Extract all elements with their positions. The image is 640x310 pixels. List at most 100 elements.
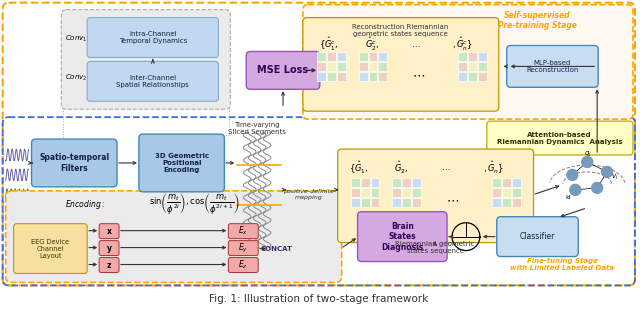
Text: $E_x$: $E_x$ xyxy=(238,225,248,237)
Text: x: x xyxy=(107,227,111,236)
Bar xyxy=(327,52,336,61)
Bar xyxy=(392,178,401,187)
Bar xyxy=(351,188,360,197)
Text: MSE Loss: MSE Loss xyxy=(257,65,308,75)
Text: Spatio­temporal
Filters: Spatio­temporal Filters xyxy=(39,153,109,173)
Text: y: y xyxy=(106,244,111,253)
Bar xyxy=(392,188,401,197)
Text: Self-supervised
Pre-training Stage: Self-supervised Pre-training Stage xyxy=(498,11,577,30)
Text: 3D Geometric
Positional
Encoding: 3D Geometric Positional Encoding xyxy=(155,153,209,173)
Bar xyxy=(412,198,421,207)
Bar xyxy=(378,52,387,61)
Bar xyxy=(317,62,326,71)
Bar xyxy=(351,198,360,207)
Bar xyxy=(468,52,477,61)
Bar xyxy=(327,72,336,81)
Text: $\cdots$: $\cdots$ xyxy=(412,69,425,82)
FancyBboxPatch shape xyxy=(487,121,633,155)
Bar xyxy=(337,52,346,61)
Bar xyxy=(358,52,367,61)
Bar xyxy=(403,198,412,207)
Bar xyxy=(458,62,467,71)
Bar xyxy=(512,178,520,187)
Bar xyxy=(371,188,380,197)
Bar xyxy=(478,62,487,71)
Bar xyxy=(371,178,380,187)
Text: $v_i$: $v_i$ xyxy=(611,173,619,183)
Bar xyxy=(317,72,326,81)
Bar xyxy=(371,198,380,207)
Bar xyxy=(492,178,500,187)
Circle shape xyxy=(592,182,603,193)
FancyBboxPatch shape xyxy=(31,139,117,187)
Text: Inter-Channel
Spatial Relationships: Inter-Channel Spatial Relationships xyxy=(116,75,189,88)
Text: CONCAT: CONCAT xyxy=(261,246,293,252)
Circle shape xyxy=(570,184,580,195)
Bar xyxy=(317,52,326,61)
Bar xyxy=(360,198,369,207)
Text: $\hat{G}^c_2,$: $\hat{G}^c_2,$ xyxy=(365,36,380,53)
Text: Brain
States
Diagnosis: Brain States Diagnosis xyxy=(381,222,424,251)
Bar xyxy=(502,188,511,197)
Bar xyxy=(358,72,367,81)
FancyBboxPatch shape xyxy=(358,212,447,262)
Bar xyxy=(512,188,520,197)
FancyBboxPatch shape xyxy=(507,46,598,87)
Bar xyxy=(403,178,412,187)
Circle shape xyxy=(602,166,612,177)
Circle shape xyxy=(582,157,593,167)
Bar xyxy=(502,198,511,207)
Bar xyxy=(502,178,511,187)
Bar xyxy=(360,178,369,187)
Text: $q_i$: $q_i$ xyxy=(584,149,592,159)
FancyBboxPatch shape xyxy=(228,224,258,239)
Text: $\cdots$: $\cdots$ xyxy=(447,193,460,206)
Text: Fine-tuning Stage
with Limited Labeled Data: Fine-tuning Stage with Limited Labeled D… xyxy=(510,258,614,271)
Bar xyxy=(468,62,477,71)
FancyBboxPatch shape xyxy=(99,241,119,255)
FancyBboxPatch shape xyxy=(87,61,218,101)
Text: Intra-Channel
Temporal Dynamics: Intra-Channel Temporal Dynamics xyxy=(118,31,187,44)
Bar xyxy=(512,198,520,207)
Bar xyxy=(458,72,467,81)
FancyBboxPatch shape xyxy=(61,10,230,109)
Bar xyxy=(369,52,378,61)
Text: $\{\hat{G}^c_1,$: $\{\hat{G}^c_1,$ xyxy=(319,36,339,53)
FancyBboxPatch shape xyxy=(6,191,342,282)
FancyBboxPatch shape xyxy=(139,134,225,192)
Text: $,\hat{G}^c_n\}$: $,\hat{G}^c_n\}$ xyxy=(452,36,474,53)
Bar xyxy=(412,188,421,197)
Text: Reconstruction Riemannian
geometric states sequence: Reconstruction Riemannian geometric stat… xyxy=(352,24,449,37)
FancyBboxPatch shape xyxy=(303,18,499,111)
Bar xyxy=(478,72,487,81)
FancyBboxPatch shape xyxy=(228,258,258,272)
Bar xyxy=(369,62,378,71)
Bar xyxy=(378,72,387,81)
FancyBboxPatch shape xyxy=(497,217,579,257)
Bar xyxy=(492,198,500,207)
Bar xyxy=(337,72,346,81)
Text: Riemannian geometric
states sequence: Riemannian geometric states sequence xyxy=(396,241,475,254)
Bar xyxy=(337,62,346,71)
FancyBboxPatch shape xyxy=(13,224,87,273)
Text: Attention-based
Riemannian Dynamics  Analysis: Attention-based Riemannian Dynamics Anal… xyxy=(497,131,622,144)
FancyBboxPatch shape xyxy=(246,51,320,89)
Bar xyxy=(392,198,401,207)
Text: Fig. 1: Illustration of two-stage framework: Fig. 1: Illustration of two-stage framew… xyxy=(209,294,428,304)
Text: $\mathit{Encoding:}$: $\mathit{Encoding:}$ xyxy=(65,198,106,211)
FancyBboxPatch shape xyxy=(99,258,119,272)
Bar xyxy=(360,188,369,197)
Text: $E_z$: $E_z$ xyxy=(238,259,248,271)
Text: Classifier: Classifier xyxy=(520,232,556,241)
Bar xyxy=(358,62,367,71)
FancyBboxPatch shape xyxy=(338,149,534,243)
Bar xyxy=(327,62,336,71)
Text: z: z xyxy=(107,260,111,269)
Text: $Conv_1$: $Conv_1$ xyxy=(65,33,88,44)
Bar xyxy=(351,178,360,187)
FancyBboxPatch shape xyxy=(228,241,258,255)
Text: $\ldots$: $\ldots$ xyxy=(412,40,421,49)
Bar xyxy=(378,62,387,71)
Text: $\ldots$: $\ldots$ xyxy=(442,163,451,172)
Bar xyxy=(412,178,421,187)
